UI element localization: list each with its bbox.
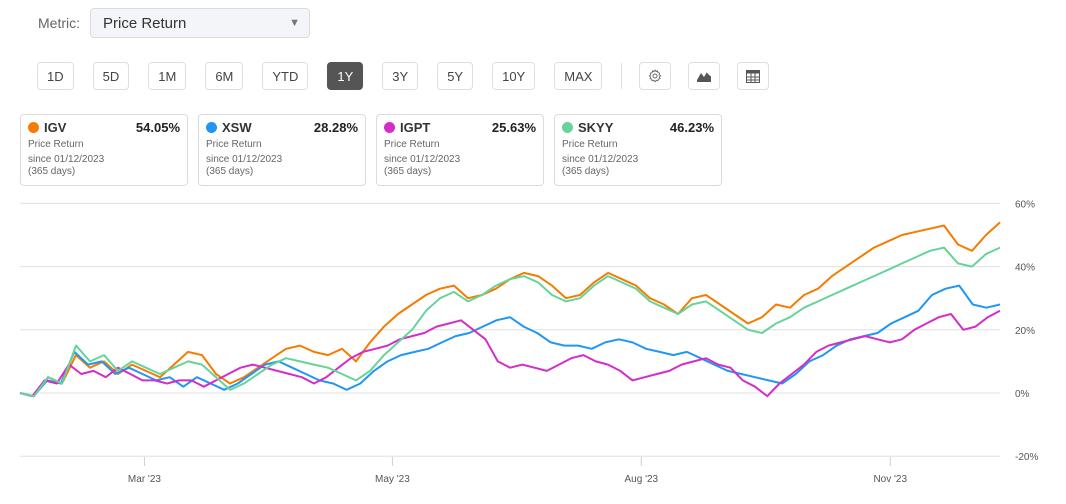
card-return-value: 54.05% <box>135 120 180 135</box>
series-line-igpt[interactable] <box>19 309 1001 398</box>
legend-card-xsw[interactable]: XSW 28.28% Price Return since 01/12/2023… <box>198 114 366 186</box>
y-tick-label: 0% <box>1015 389 1030 400</box>
toolbar-divider <box>621 63 623 89</box>
legend-card-igv[interactable]: IGV 54.05% Price Return since 01/12/2023… <box>20 114 188 186</box>
metric-select[interactable]: Price Return ▼ <box>90 8 310 38</box>
card-since-date: since 01/12/2023 <box>28 154 105 165</box>
card-since-date: since 01/12/2023 <box>206 154 283 165</box>
card-metric: Price Return <box>562 139 618 150</box>
card-days: (365 days) <box>28 166 76 177</box>
card-return-value: 28.28% <box>313 120 358 135</box>
card-days: (365 days) <box>206 166 254 177</box>
range-button-10y[interactable]: 10Y <box>492 62 536 90</box>
series-line-skyy[interactable] <box>19 246 1001 398</box>
series-line-xsw[interactable] <box>19 284 1001 398</box>
table-icon <box>746 69 761 83</box>
range-button-max[interactable]: MAX <box>554 62 603 90</box>
y-tick-label: -20% <box>1015 452 1038 463</box>
chart-lines <box>19 221 1001 398</box>
card-metric: Price Return <box>384 139 440 150</box>
series-color-dot-icon <box>28 122 39 133</box>
card-days: (365 days) <box>562 166 610 177</box>
card-metric: Price Return <box>206 139 262 150</box>
x-axis: Mar '23 May '23 Aug '23 Nov '23 <box>128 457 907 485</box>
range-button-5y[interactable]: 5Y <box>437 62 474 90</box>
price-return-chart[interactable]: Mar '23 May '23 Aug '23 Nov '23 60% 40% 20% 0%… <box>0 190 1066 504</box>
range-button-5d[interactable]: 5D <box>92 62 130 90</box>
card-days: (365 days) <box>384 166 432 177</box>
legend-card-igpt[interactable]: IGPT 25.63% Price Return since 01/12/202… <box>376 114 544 186</box>
range-button-ytd[interactable]: YTD <box>262 62 309 90</box>
range-button-6m[interactable]: 6M <box>205 62 244 90</box>
legend-cards: IGV 54.05% Price Return since 01/12/2023… <box>20 114 732 186</box>
card-metric: Price Return <box>28 139 84 150</box>
card-ticker: XSW <box>222 120 252 135</box>
range-button-1y[interactable]: 1Y <box>327 62 364 90</box>
chart-grid <box>20 202 1000 457</box>
legend-card-skyy[interactable]: SKYY 46.23% Price Return since 01/12/202… <box>554 114 722 186</box>
card-ticker: IGPT <box>400 120 431 135</box>
settings-button[interactable] <box>639 62 672 90</box>
y-tick-label: 40% <box>1015 263 1035 274</box>
range-button-1d[interactable]: 1D <box>37 62 74 90</box>
card-since-date: since 01/12/2023 <box>384 154 461 165</box>
gear-icon <box>649 69 662 83</box>
series-color-dot-icon <box>384 122 395 133</box>
card-ticker: IGV <box>44 120 67 135</box>
table-view-button[interactable] <box>737 62 770 90</box>
range-toolbar: 1D 5D 1M 6M YTD 1Y 3Y 5Y 10Y MAX <box>37 62 786 90</box>
metric-row: Metric: Price Return ▼ <box>38 8 310 38</box>
metric-label: Metric: <box>38 15 80 31</box>
range-button-3y[interactable]: 3Y <box>382 62 419 90</box>
card-return-value: 46.23% <box>669 120 714 135</box>
x-tick-label: May '23 <box>375 474 410 485</box>
x-tick-label: Nov '23 <box>873 474 907 485</box>
y-tick-label: 20% <box>1015 326 1035 337</box>
series-color-dot-icon <box>562 122 573 133</box>
card-since-date: since 01/12/2023 <box>562 154 639 165</box>
area-chart-icon <box>697 71 712 82</box>
x-tick-label: Mar '23 <box>128 474 161 485</box>
range-button-1m[interactable]: 1M <box>148 62 187 90</box>
dropdown-arrow-icon: ▼ <box>289 17 300 29</box>
chart-type-button[interactable] <box>688 62 721 90</box>
x-tick-label: Aug '23 <box>625 474 659 485</box>
series-color-dot-icon <box>206 122 217 133</box>
card-return-value: 25.63% <box>491 120 536 135</box>
y-tick-label: 60% <box>1015 199 1035 210</box>
card-ticker: SKYY <box>578 120 614 135</box>
y-axis: 60% 40% 20% 0% -20% <box>1015 199 1038 463</box>
metric-selected-value: Price Return <box>103 14 187 32</box>
